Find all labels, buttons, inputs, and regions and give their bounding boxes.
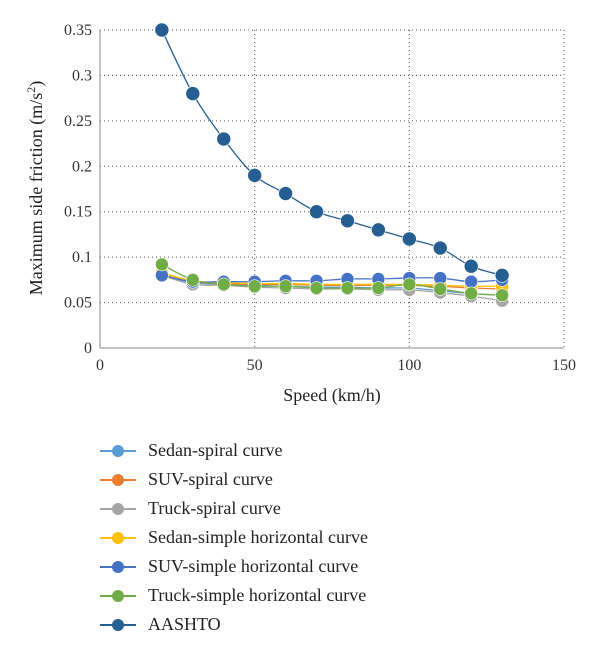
data-point [433,282,448,296]
legend-swatch [100,589,136,603]
legend-label: Truck-simple horizontal curve [148,585,367,605]
data-point [463,258,479,274]
y-axis-title-main: Maximum side friction (m/s [26,93,47,295]
chart: 0 0.05 0.1 0.15 0.2 0.25 0.3 0.35 0 50 100 150 Spee… [24,22,576,406]
x-tick-label: 150 [552,357,576,374]
legend-swatch [100,444,136,458]
data-point [402,231,417,247]
data-point [371,281,386,295]
data-point [216,277,231,292]
legend-item: SUV-simple horizontal curve [100,552,368,581]
legend-swatch [100,560,136,574]
legend-swatch-marker [112,560,124,573]
tick-labels: 0 0.05 0.1 0.15 0.2 0.25 0.3 0.35 0 50 100 150 [64,22,576,374]
legend-label: SUV-simple horizontal curve [148,556,359,576]
x-tick-label: 50 [247,357,263,374]
data-point [495,288,509,303]
axes [99,30,564,349]
y-tick-label: 0.3 [72,67,92,84]
data-point [216,131,232,147]
legend-label: SUV-spiral curve [148,469,273,489]
data-point [340,281,355,295]
legend-swatch [100,531,136,545]
legend-label: Sedan-simple horizontal curve [148,527,368,547]
y-tick-label: 0.15 [64,204,92,221]
y-tick-label: 0 [84,340,92,357]
data-point [247,279,262,294]
legend-item: Sedan-simple horizontal curve [100,523,368,552]
legend-label: Sedan-spiral curve [148,440,283,460]
y-tick-label: 0.2 [72,158,92,175]
legend-item: Truck-spiral curve [100,494,368,523]
data-point [185,86,201,101]
legend-swatch-marker [112,444,124,457]
data-point [402,277,417,292]
series-layer [154,22,510,308]
data-point [278,279,293,294]
legend-item: Truck-simple horizontal curve [100,581,368,610]
y-axis-title: Maximum side friction (m/s2) [24,81,47,295]
data-point [154,22,170,38]
data-point [309,281,324,295]
legend-swatch-marker [112,502,124,515]
series-line [161,274,503,283]
data-point [494,268,510,283]
data-point [155,257,169,272]
x-tick-label: 100 [397,357,421,374]
legend: Sedan-spiral curve SUV-spiral curve Truck-… [100,436,368,639]
data-point [186,273,200,287]
legend-swatch-marker [112,618,124,631]
y-tick-label: 0.35 [64,22,92,39]
data-point [371,222,386,238]
data-point [464,274,479,289]
y-tick-label: 0.1 [72,249,92,266]
legend-swatch [100,502,136,516]
x-tick-label: 0 [96,357,104,374]
legend-swatch-marker [112,531,124,544]
series-5 [155,257,509,303]
x-axis-title: Speed (km/h) [283,385,380,406]
legend-swatch [100,618,136,632]
y-axis-title-end: ) [26,81,47,87]
legend-label: Truck-spiral curve [148,498,281,518]
legend-swatch-marker [112,589,124,602]
legend-item: SUV-spiral curve [100,465,368,494]
data-point [247,168,262,183]
y-tick-label: 0.25 [64,113,92,130]
data-point [340,213,355,229]
legend-item: AASHTO [100,610,368,639]
data-point [464,286,479,301]
series-line [161,29,503,276]
grid [100,29,565,348]
y-axis-title-sup: 2 [24,87,38,93]
legend-swatch [100,473,136,487]
data-point [432,240,448,256]
legend-label: AASHTO [148,614,221,634]
data-point [309,204,324,220]
data-point [278,186,293,201]
series-6 [154,22,510,283]
legend-item: Sedan-spiral curve [100,436,368,465]
legend-swatch-marker [112,473,124,486]
y-tick-label: 0.05 [64,295,92,312]
